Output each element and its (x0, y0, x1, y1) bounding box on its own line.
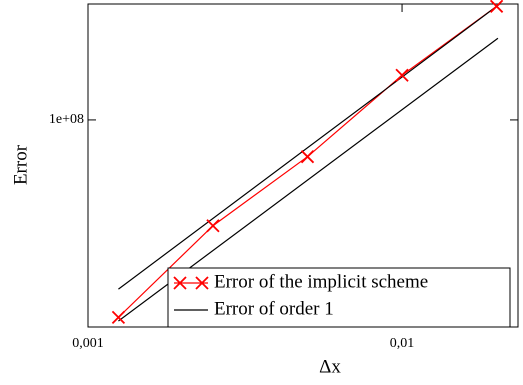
legend-label: Error of the implicit scheme (214, 271, 428, 292)
x-tick-label: 0,01 (390, 336, 415, 351)
data-point (395, 68, 409, 82)
legend-box (167, 267, 511, 328)
series-line (118, 4, 501, 290)
data-point (300, 150, 315, 164)
data-point (206, 219, 220, 233)
legend-label: Error of order 1 (214, 298, 334, 319)
legend-marker (195, 276, 209, 290)
legend-marker (173, 276, 187, 290)
y-axis-label: Error (10, 144, 31, 185)
x-axis-label: Δx (319, 356, 341, 377)
y-tick-label: 1e+08 (49, 112, 84, 127)
data-point (489, 0, 504, 13)
legend: Error of the implicit scheme Error of ord… (167, 267, 511, 328)
x-tick-label: 0,001 (72, 336, 104, 351)
data-point (111, 310, 126, 324)
